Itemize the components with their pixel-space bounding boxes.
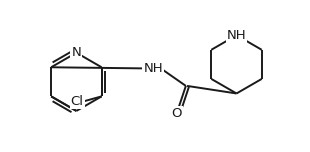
Text: NH: NH	[227, 29, 246, 42]
Text: O: O	[171, 107, 182, 120]
Text: Cl: Cl	[71, 95, 84, 107]
Text: N: N	[72, 46, 81, 59]
Text: NH: NH	[144, 62, 163, 75]
